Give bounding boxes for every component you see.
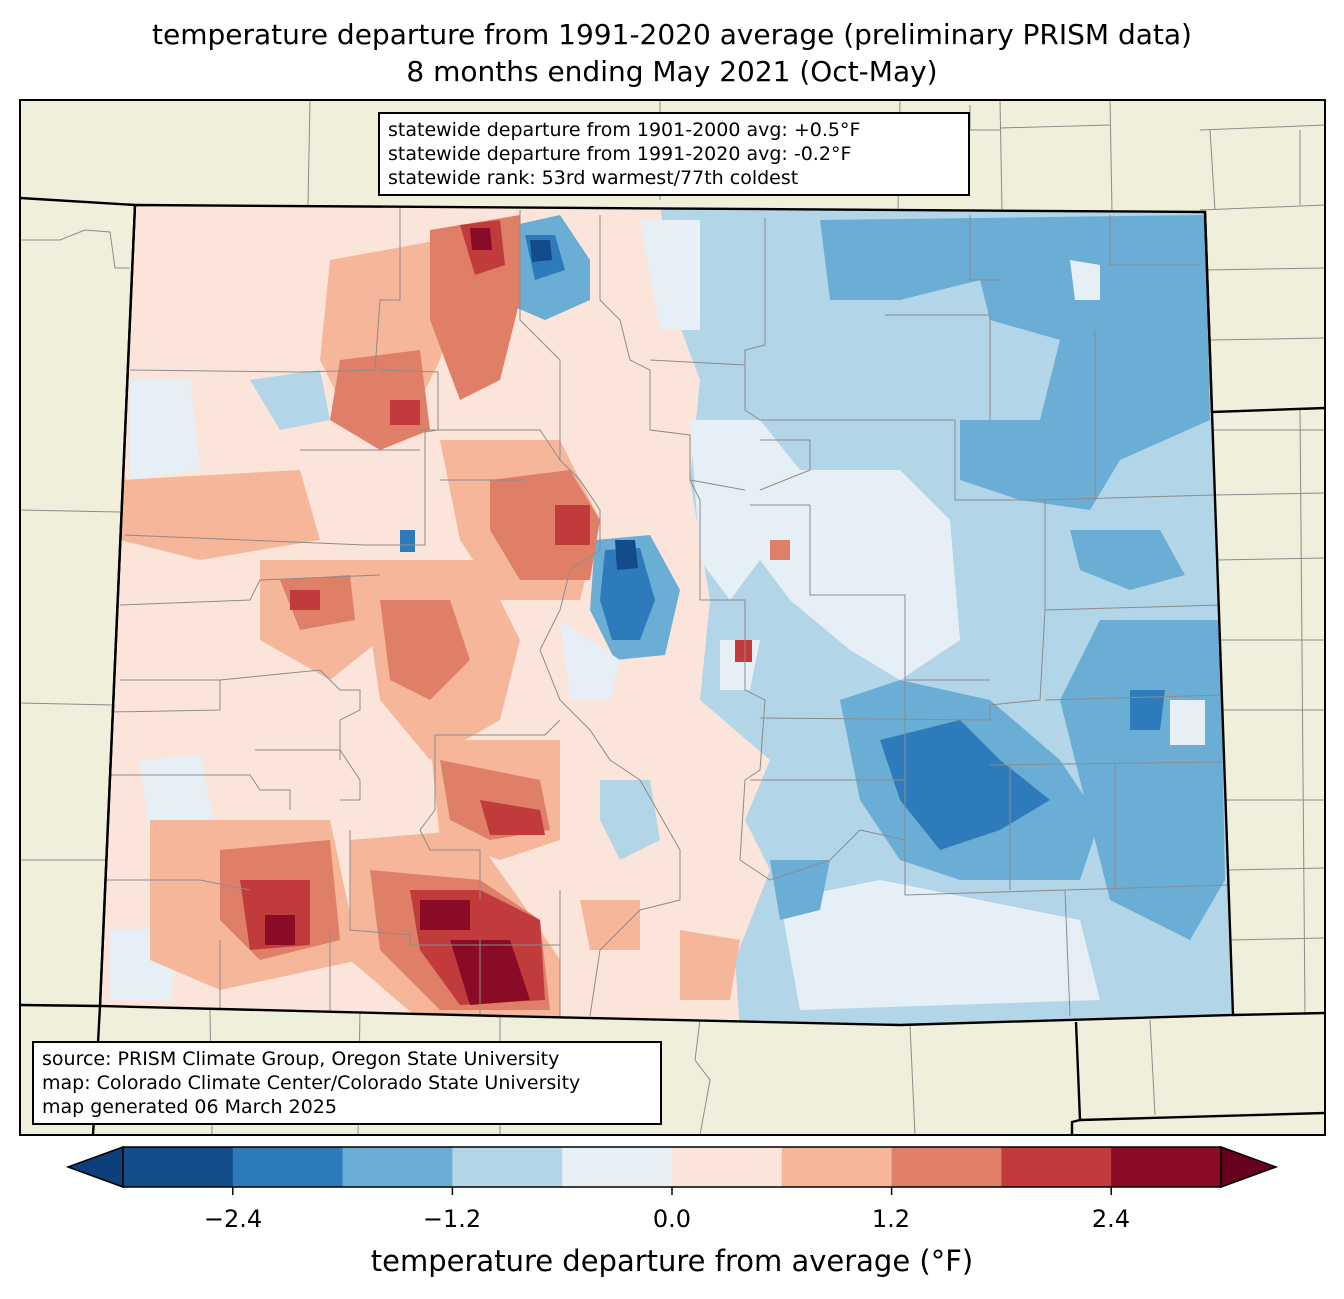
colorbar-label: temperature departure from average (°F) <box>370 1244 974 1278</box>
source-line-1: source: PRISM Climate Group, Oregon Stat… <box>42 1048 560 1070</box>
colorbar-bin <box>781 1147 893 1187</box>
statewide-stats-box: statewide departure from 1901-2000 avg: … <box>378 112 970 196</box>
source-box: source: PRISM Climate Group, Oregon Stat… <box>32 1041 662 1125</box>
colorbar-tick-label: 0.0 <box>652 1205 692 1233</box>
stats-line-2: statewide departure from 1991-2020 avg: … <box>388 143 852 165</box>
colorbar-bin <box>672 1147 783 1187</box>
colorbar-tick-label: −1.2 <box>422 1205 482 1233</box>
colorbar-bin <box>342 1147 453 1187</box>
colorbar-extend-high <box>1220 1145 1279 1189</box>
source-line-3: map generated 06 March 2025 <box>42 1096 337 1118</box>
colorbar-extend-low <box>65 1145 124 1189</box>
colorbar-tick-label: 1.2 <box>871 1205 911 1233</box>
map-frame <box>19 99 1326 1136</box>
colorbar-tick-label: 2.4 <box>1091 1205 1131 1233</box>
colorbar-bin <box>1111 1147 1222 1187</box>
source-line-2: map: Colorado Climate Center/Colorado St… <box>42 1072 581 1094</box>
colorbar-bin <box>562 1147 673 1187</box>
colorbar-bin <box>452 1147 563 1187</box>
title-line-2: 8 months ending May 2021 (Oct-May) <box>406 55 938 88</box>
county-lines <box>105 205 1231 1017</box>
colorbar-bin <box>232 1147 344 1187</box>
title-line-1: temperature departure from 1991-2020 ave… <box>152 18 1192 51</box>
colorbar-bin <box>123 1147 234 1187</box>
colorbar-bin <box>891 1147 1002 1187</box>
colorbar-bin <box>1001 1147 1112 1187</box>
colorbar <box>65 1145 1279 1195</box>
temperature-field <box>100 205 1233 1025</box>
stats-line-3: statewide rank: 53rd warmest/77th coldes… <box>388 167 799 189</box>
colorbar-tick-label: −2.4 <box>203 1205 263 1233</box>
stats-line-1: statewide departure from 1901-2000 avg: … <box>388 119 861 141</box>
